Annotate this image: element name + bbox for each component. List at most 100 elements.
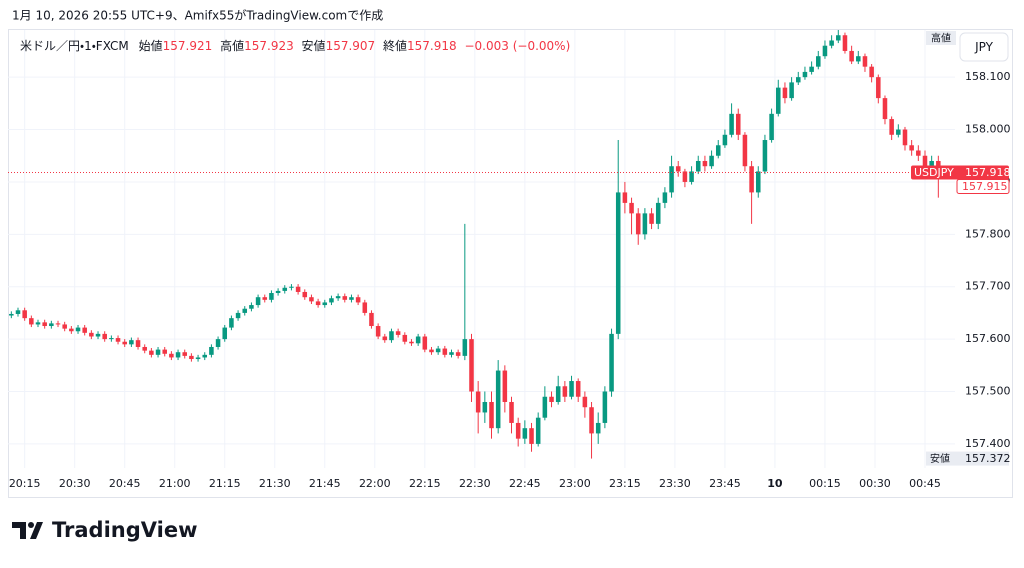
candle-body (455, 352, 461, 356)
candle-body (702, 160, 708, 167)
logo-text: TradingView (52, 518, 197, 542)
candle-body (429, 349, 434, 353)
candle-body (922, 155, 928, 167)
candle-body (842, 35, 848, 51)
x-tick-label: 10 (767, 477, 783, 490)
candle-body (755, 171, 761, 193)
candle-body (189, 355, 194, 360)
candle-body (562, 386, 568, 397)
x-tick-label: 21:30 (259, 477, 291, 490)
candle-body (435, 348, 441, 353)
candle-body (776, 87, 781, 114)
candle-body (489, 401, 494, 429)
x-tick-label: 00:30 (859, 477, 891, 490)
x-tick-label: 23:45 (709, 477, 741, 490)
candle-body (329, 298, 334, 303)
candle-body (62, 324, 67, 329)
candle-body (222, 327, 228, 340)
candle-body (522, 428, 528, 439)
candle-body (682, 171, 688, 182)
bid-value: 157.915 (962, 180, 1008, 193)
candle-body (415, 336, 421, 344)
candle-body (822, 45, 828, 57)
x-tick-label: 22:00 (359, 477, 391, 490)
candle-body (335, 296, 341, 299)
candle-body (355, 297, 361, 303)
candle-body (215, 339, 221, 347)
candle-body (769, 113, 774, 141)
candle-body (502, 370, 508, 402)
candle-body (735, 113, 741, 135)
candle-body (135, 340, 141, 347)
candle-body (802, 71, 808, 78)
candle-body (195, 357, 201, 360)
candle-body (369, 312, 374, 327)
candle-body (389, 331, 394, 341)
candle-body (529, 428, 534, 444)
candle-body (675, 166, 681, 172)
candle-body (709, 155, 714, 167)
candle-body (175, 352, 181, 358)
candle-body (289, 286, 294, 288)
candle-body (896, 129, 901, 135)
legend-value: 157.921 (163, 39, 213, 53)
candle-body (749, 166, 754, 193)
candle-body (629, 202, 634, 214)
candle-body (249, 305, 254, 309)
candle-body (582, 396, 588, 408)
logo-dot (28, 522, 34, 528)
candle-body (862, 56, 868, 67)
candle-body (762, 140, 768, 172)
last-price-box (911, 165, 1009, 180)
currency-button[interactable] (959, 32, 1009, 62)
candle-body (22, 310, 27, 319)
candle-body (282, 287, 288, 291)
candle-body (309, 297, 314, 302)
candle-body (349, 297, 354, 300)
candle-body (395, 331, 401, 335)
candle-body (409, 341, 414, 344)
candle-body (102, 333, 107, 340)
candle-body (742, 134, 748, 167)
legend-change: −0.003 (−0.00%) (464, 39, 570, 53)
candle-body (109, 338, 114, 340)
candle-body (622, 192, 628, 203)
candle-body (569, 381, 574, 397)
header: 1月 10, 2026 20:55 UTC+9、Amifx55がTradingV… (12, 8, 383, 23)
y-tick-label: 157.400 (965, 437, 1011, 450)
candle-body (155, 349, 161, 355)
candle-body (595, 422, 601, 434)
candle-body (142, 346, 147, 351)
candle-body (89, 332, 94, 337)
x-tick-label: 23:00 (559, 477, 591, 490)
legend-label: 始値 (139, 38, 163, 53)
x-tick-label: 23:15 (609, 477, 641, 490)
bid-box (956, 179, 1010, 195)
candle-body (475, 391, 481, 413)
candle-body (729, 113, 734, 135)
candle-body (882, 98, 888, 120)
candle-body (782, 87, 788, 99)
candle-body (649, 213, 654, 224)
candle-body (29, 318, 34, 325)
last-price-symbol: USDJPY (914, 166, 954, 179)
candle-body (202, 354, 208, 358)
legend-label: 終値 (383, 38, 407, 53)
legend-value: 157.907 (326, 39, 376, 53)
x-tick-label: 21:00 (159, 477, 191, 490)
candle-body (816, 56, 821, 67)
candle-body (115, 338, 121, 342)
candle-body (635, 213, 641, 235)
candle-body (315, 301, 321, 306)
candle-body (469, 339, 474, 392)
candle-body (589, 407, 594, 434)
candle-body (449, 352, 454, 355)
candle-body (49, 323, 54, 327)
candle-body (509, 401, 514, 423)
candle-body (555, 386, 561, 402)
candle-body (375, 326, 381, 337)
low-marker-label: 安値 (930, 452, 950, 465)
legend-label: 高値 (220, 38, 244, 53)
